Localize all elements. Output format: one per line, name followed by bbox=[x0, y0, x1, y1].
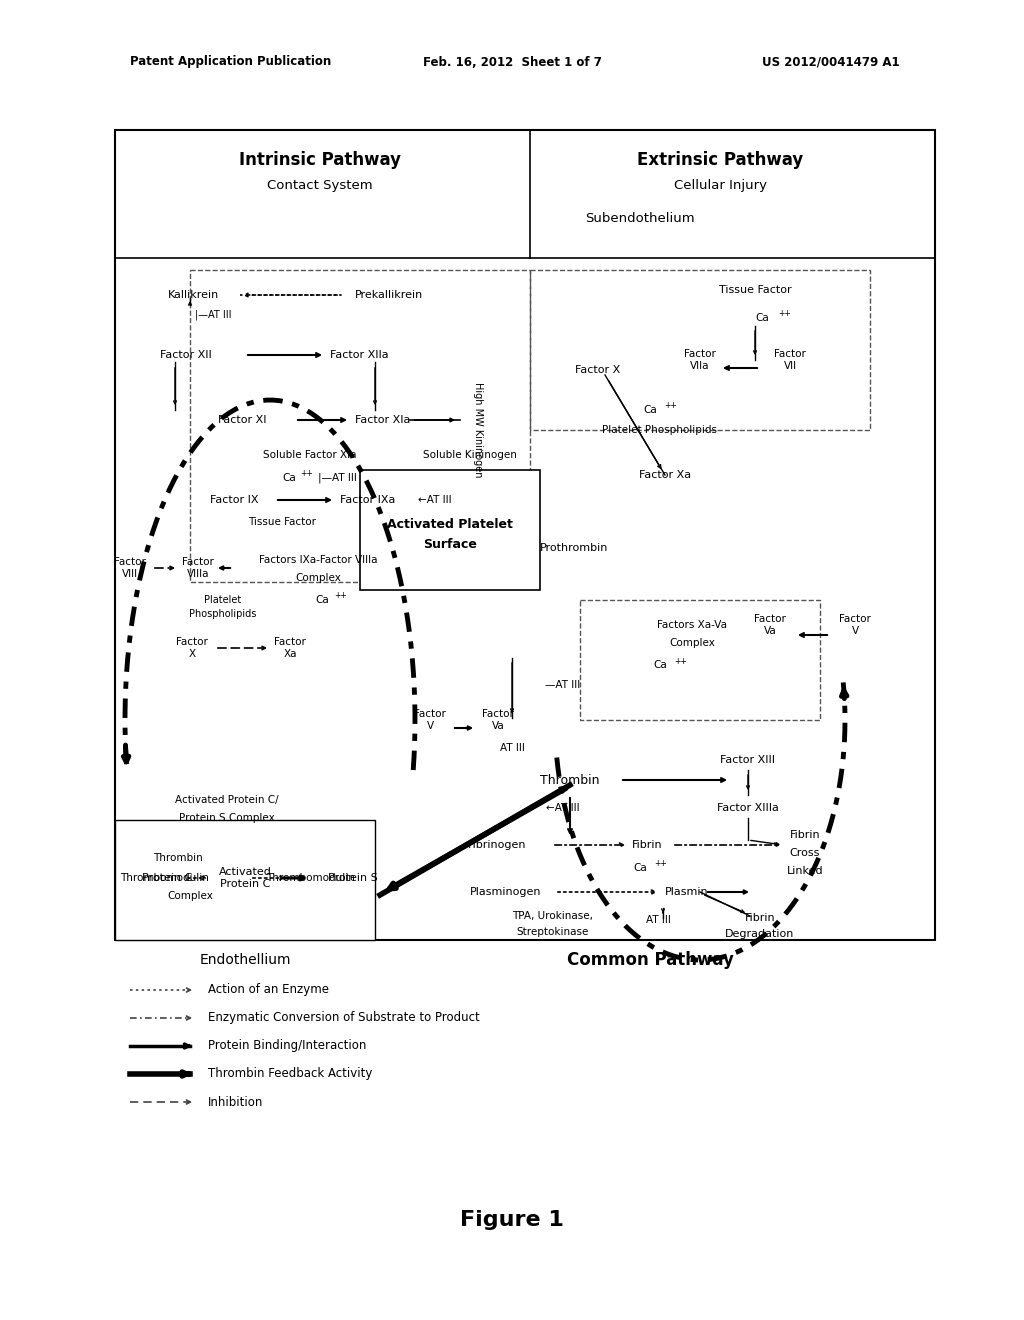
Text: Fibrin: Fibrin bbox=[632, 840, 663, 850]
Text: Action of an Enzyme: Action of an Enzyme bbox=[208, 983, 329, 997]
Text: Subendothelium: Subendothelium bbox=[585, 211, 695, 224]
Text: Factors IXa-Factor VIIIa: Factors IXa-Factor VIIIa bbox=[259, 554, 377, 565]
Text: Figure 1: Figure 1 bbox=[460, 1210, 564, 1230]
Text: Protein Binding/Interaction: Protein Binding/Interaction bbox=[208, 1040, 367, 1052]
Bar bbox=[190, 271, 530, 582]
Text: Cellular Injury: Cellular Injury bbox=[674, 178, 767, 191]
Text: Factor
Va: Factor Va bbox=[754, 614, 786, 636]
Text: Enzymatic Conversion of Substrate to Product: Enzymatic Conversion of Substrate to Pro… bbox=[208, 1011, 480, 1024]
Text: Patent Application Publication: Patent Application Publication bbox=[130, 55, 331, 69]
Text: Inhibition: Inhibition bbox=[208, 1096, 263, 1109]
Text: ←AT III: ←AT III bbox=[418, 495, 452, 506]
Text: Platelet Phospholipids: Platelet Phospholipids bbox=[602, 425, 718, 436]
Text: AT III: AT III bbox=[500, 743, 524, 752]
Text: Contact System: Contact System bbox=[267, 178, 373, 191]
Text: |—AT III: |—AT III bbox=[318, 473, 357, 483]
Text: Factor XII: Factor XII bbox=[160, 350, 212, 360]
Bar bbox=[115, 129, 935, 940]
Text: Complex: Complex bbox=[167, 891, 213, 902]
Text: Ca: Ca bbox=[315, 595, 329, 605]
Text: Thrombomodulin: Thrombomodulin bbox=[265, 873, 354, 883]
Text: Protein S Complex: Protein S Complex bbox=[179, 813, 274, 822]
Text: Common Pathway: Common Pathway bbox=[566, 950, 733, 969]
Text: Factor IXa: Factor IXa bbox=[340, 495, 395, 506]
Text: Fibrin: Fibrin bbox=[744, 913, 775, 923]
Text: Factor
V: Factor V bbox=[414, 709, 445, 731]
Text: Plasminogen: Plasminogen bbox=[470, 887, 542, 898]
Text: Phospholipids: Phospholipids bbox=[189, 609, 257, 619]
Text: Plasmin: Plasmin bbox=[665, 887, 709, 898]
Text: Factor XIa: Factor XIa bbox=[355, 414, 411, 425]
Text: Factor Xa: Factor Xa bbox=[639, 470, 691, 480]
Text: Ca: Ca bbox=[755, 313, 769, 323]
Text: ←AT III: ←AT III bbox=[546, 803, 580, 813]
Text: US 2012/0041479 A1: US 2012/0041479 A1 bbox=[763, 55, 900, 69]
Text: Factor
VIII: Factor VIII bbox=[114, 557, 146, 578]
Text: ++: ++ bbox=[334, 591, 347, 601]
Text: AT III: AT III bbox=[645, 915, 671, 925]
Text: —AT III: —AT III bbox=[545, 680, 581, 690]
Text: ++: ++ bbox=[674, 656, 687, 665]
Bar bbox=[580, 601, 820, 719]
Text: Factor XIIa: Factor XIIa bbox=[330, 350, 389, 360]
Bar bbox=[360, 470, 540, 590]
Text: ++: ++ bbox=[300, 470, 312, 479]
Text: Tissue Factor: Tissue Factor bbox=[248, 517, 316, 527]
Text: Complex: Complex bbox=[295, 573, 341, 583]
Text: Degradation: Degradation bbox=[725, 929, 795, 939]
Text: Protein S: Protein S bbox=[328, 873, 378, 883]
Text: Soluble Factor XIa: Soluble Factor XIa bbox=[263, 450, 356, 459]
Text: Thrombin: Thrombin bbox=[541, 774, 600, 787]
Text: Endothellium: Endothellium bbox=[200, 953, 291, 968]
Text: Surface: Surface bbox=[423, 539, 477, 552]
Text: Linked: Linked bbox=[786, 866, 823, 876]
Text: Thrombin Feedback Activity: Thrombin Feedback Activity bbox=[208, 1068, 373, 1081]
Text: Kallikrein: Kallikrein bbox=[168, 290, 219, 300]
Text: |—AT III: |—AT III bbox=[195, 310, 231, 321]
Text: Feb. 16, 2012  Sheet 1 of 7: Feb. 16, 2012 Sheet 1 of 7 bbox=[423, 55, 601, 69]
Text: Ca: Ca bbox=[633, 863, 647, 873]
Text: Factor
VIIIa: Factor VIIIa bbox=[182, 557, 214, 578]
Text: Streptokinase: Streptokinase bbox=[517, 927, 589, 937]
Text: Protein C: Protein C bbox=[142, 873, 193, 883]
Text: Activated
Protein C: Activated Protein C bbox=[218, 867, 271, 888]
Text: ++: ++ bbox=[654, 858, 667, 867]
Text: TPA, Urokinase,: TPA, Urokinase, bbox=[512, 911, 594, 921]
Text: Factor
Xa: Factor Xa bbox=[274, 638, 306, 659]
Text: Ca: Ca bbox=[282, 473, 296, 483]
Text: Ca: Ca bbox=[643, 405, 656, 414]
Text: Factor
VIIa: Factor VIIa bbox=[684, 350, 716, 371]
Text: Factor
VII: Factor VII bbox=[774, 350, 806, 371]
Text: ++: ++ bbox=[778, 309, 791, 318]
Text: Complex: Complex bbox=[669, 638, 715, 648]
Text: Tissue Factor: Tissue Factor bbox=[719, 285, 792, 294]
Text: Factor
V: Factor V bbox=[839, 614, 871, 636]
Text: Factor XIIIa: Factor XIIIa bbox=[717, 803, 779, 813]
Text: Thrombomodulin: Thrombomodulin bbox=[121, 873, 210, 883]
Bar bbox=[530, 271, 870, 430]
Text: Cross: Cross bbox=[790, 847, 820, 858]
Text: High MW Kininogen: High MW Kininogen bbox=[473, 383, 483, 478]
Text: Factor XIII: Factor XIII bbox=[721, 755, 775, 766]
Text: Activated Platelet: Activated Platelet bbox=[387, 519, 513, 532]
Text: Prekallikrein: Prekallikrein bbox=[355, 290, 423, 300]
Text: Fibrin: Fibrin bbox=[790, 830, 820, 840]
Text: Platelet: Platelet bbox=[205, 595, 242, 605]
Text: Factor IX: Factor IX bbox=[210, 495, 258, 506]
Bar bbox=[115, 820, 375, 940]
Text: Ca: Ca bbox=[653, 660, 667, 671]
Text: Prothrombin: Prothrombin bbox=[540, 543, 608, 553]
Text: Intrinsic Pathway: Intrinsic Pathway bbox=[239, 150, 401, 169]
Text: ++: ++ bbox=[664, 401, 677, 411]
Text: Thrombin: Thrombin bbox=[154, 853, 203, 863]
Text: Soluble Kininogen: Soluble Kininogen bbox=[423, 450, 517, 459]
Text: Factors Xa-Va: Factors Xa-Va bbox=[657, 620, 727, 630]
Text: Factor X: Factor X bbox=[575, 366, 621, 375]
Text: Factor XI: Factor XI bbox=[218, 414, 266, 425]
Text: Activated Protein C/: Activated Protein C/ bbox=[175, 795, 279, 805]
Text: Fibrinogen: Fibrinogen bbox=[468, 840, 526, 850]
Text: Factor
X: Factor X bbox=[176, 638, 208, 659]
Text: Extrinsic Pathway: Extrinsic Pathway bbox=[637, 150, 803, 169]
Text: Factor
Va: Factor Va bbox=[482, 709, 514, 731]
